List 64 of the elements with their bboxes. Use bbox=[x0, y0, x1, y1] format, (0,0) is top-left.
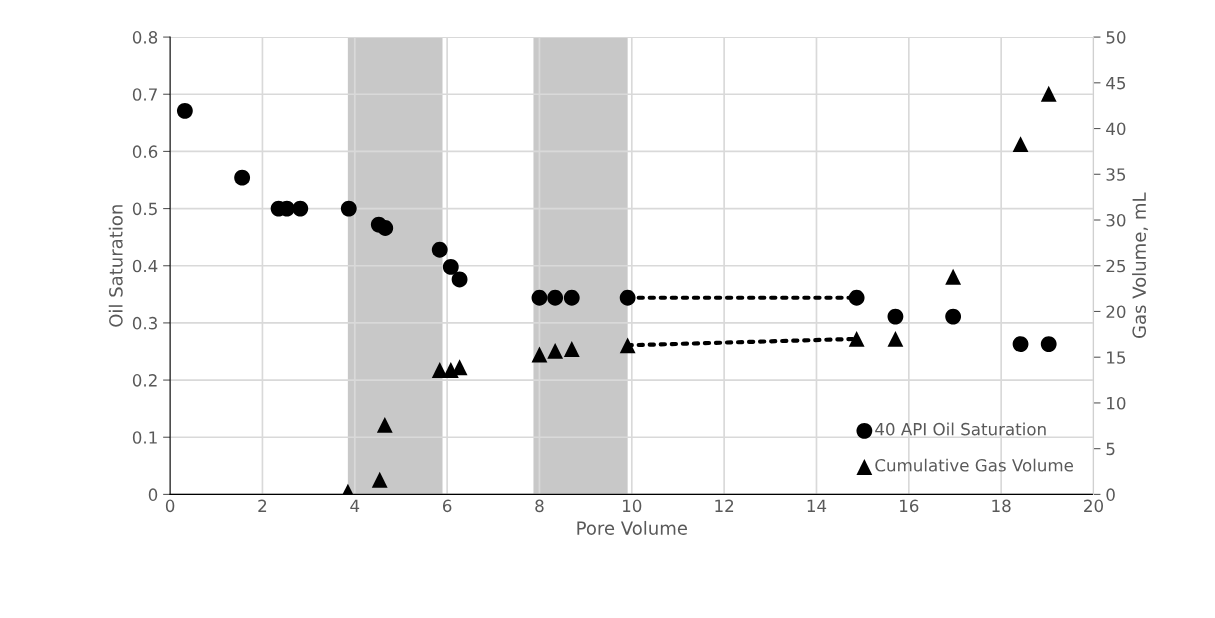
x-tick-label: 2 bbox=[258, 499, 267, 512]
point bbox=[1040, 336, 1057, 352]
point bbox=[563, 289, 580, 306]
point bbox=[1012, 336, 1029, 352]
y-tick-label: 0.8 bbox=[132, 31, 158, 44]
y-tick-label: 0.7 bbox=[132, 88, 157, 101]
legend-label: Cumulative Gas Volume bbox=[875, 458, 1073, 472]
x-tick-label: 8 bbox=[535, 499, 544, 513]
point bbox=[176, 102, 193, 119]
y2-tick-label: 35 bbox=[1106, 168, 1126, 181]
y2-tick-label: 10 bbox=[1107, 396, 1126, 410]
point bbox=[547, 289, 564, 306]
x-tick-label: 18 bbox=[992, 499, 1011, 513]
point bbox=[1040, 85, 1057, 102]
point bbox=[377, 220, 394, 236]
y-tick-label: 0 bbox=[148, 488, 158, 501]
point bbox=[1012, 136, 1029, 153]
point bbox=[945, 308, 962, 325]
point bbox=[531, 346, 548, 363]
y-tick-label: 0.1 bbox=[132, 431, 157, 444]
y2-tick-label: 0 bbox=[1106, 488, 1115, 501]
y2-tick-label: 40 bbox=[1106, 122, 1126, 136]
point bbox=[531, 289, 548, 306]
x-tick-label: 20 bbox=[1084, 499, 1103, 513]
y-axis-title: Oil Saturation bbox=[108, 205, 123, 327]
point bbox=[451, 271, 468, 288]
y2-tick-label: 50 bbox=[1106, 31, 1126, 44]
point bbox=[945, 268, 962, 285]
x-tick-label: 12 bbox=[715, 499, 734, 512]
x-axis-title: Pore Volume bbox=[577, 520, 687, 535]
y2-axis-title: Gas Volume, mL bbox=[1132, 192, 1148, 338]
y2-tick-label: 5 bbox=[1106, 442, 1115, 456]
point bbox=[848, 330, 865, 347]
y-tick-label: 0.6 bbox=[132, 145, 158, 158]
y-tick-label: 0.2 bbox=[132, 374, 157, 387]
point bbox=[619, 289, 636, 306]
y-tick-label: 0.4 bbox=[132, 259, 158, 273]
point bbox=[563, 341, 580, 357]
y-tick-label: 0.3 bbox=[132, 316, 157, 330]
point bbox=[442, 258, 459, 275]
point bbox=[887, 330, 904, 347]
point bbox=[234, 169, 251, 186]
point bbox=[340, 200, 357, 217]
point bbox=[371, 471, 388, 488]
point bbox=[619, 337, 636, 354]
point bbox=[376, 416, 393, 433]
y2-tick-label: 45 bbox=[1106, 76, 1126, 90]
point bbox=[848, 289, 865, 306]
x-tick-label: 10 bbox=[623, 499, 642, 513]
point bbox=[547, 342, 564, 359]
point bbox=[292, 200, 309, 217]
point bbox=[887, 308, 904, 325]
y2-tick-label: 20 bbox=[1106, 305, 1126, 319]
x-tick-label: 4 bbox=[350, 499, 360, 512]
y-tick-label: 0.5 bbox=[132, 202, 157, 216]
y2-tick-label: 30 bbox=[1106, 213, 1126, 227]
y2-tick-label: 15 bbox=[1107, 351, 1126, 364]
x-tick-label: 0 bbox=[165, 499, 175, 513]
legend-label: 40 API Oil Saturation bbox=[875, 422, 1046, 436]
x-tick-label: 6 bbox=[442, 499, 452, 513]
y2-tick-label: 25 bbox=[1106, 259, 1126, 273]
point bbox=[431, 241, 448, 258]
x-tick-label: 16 bbox=[900, 499, 919, 513]
x-tick-label: 14 bbox=[807, 499, 827, 512]
